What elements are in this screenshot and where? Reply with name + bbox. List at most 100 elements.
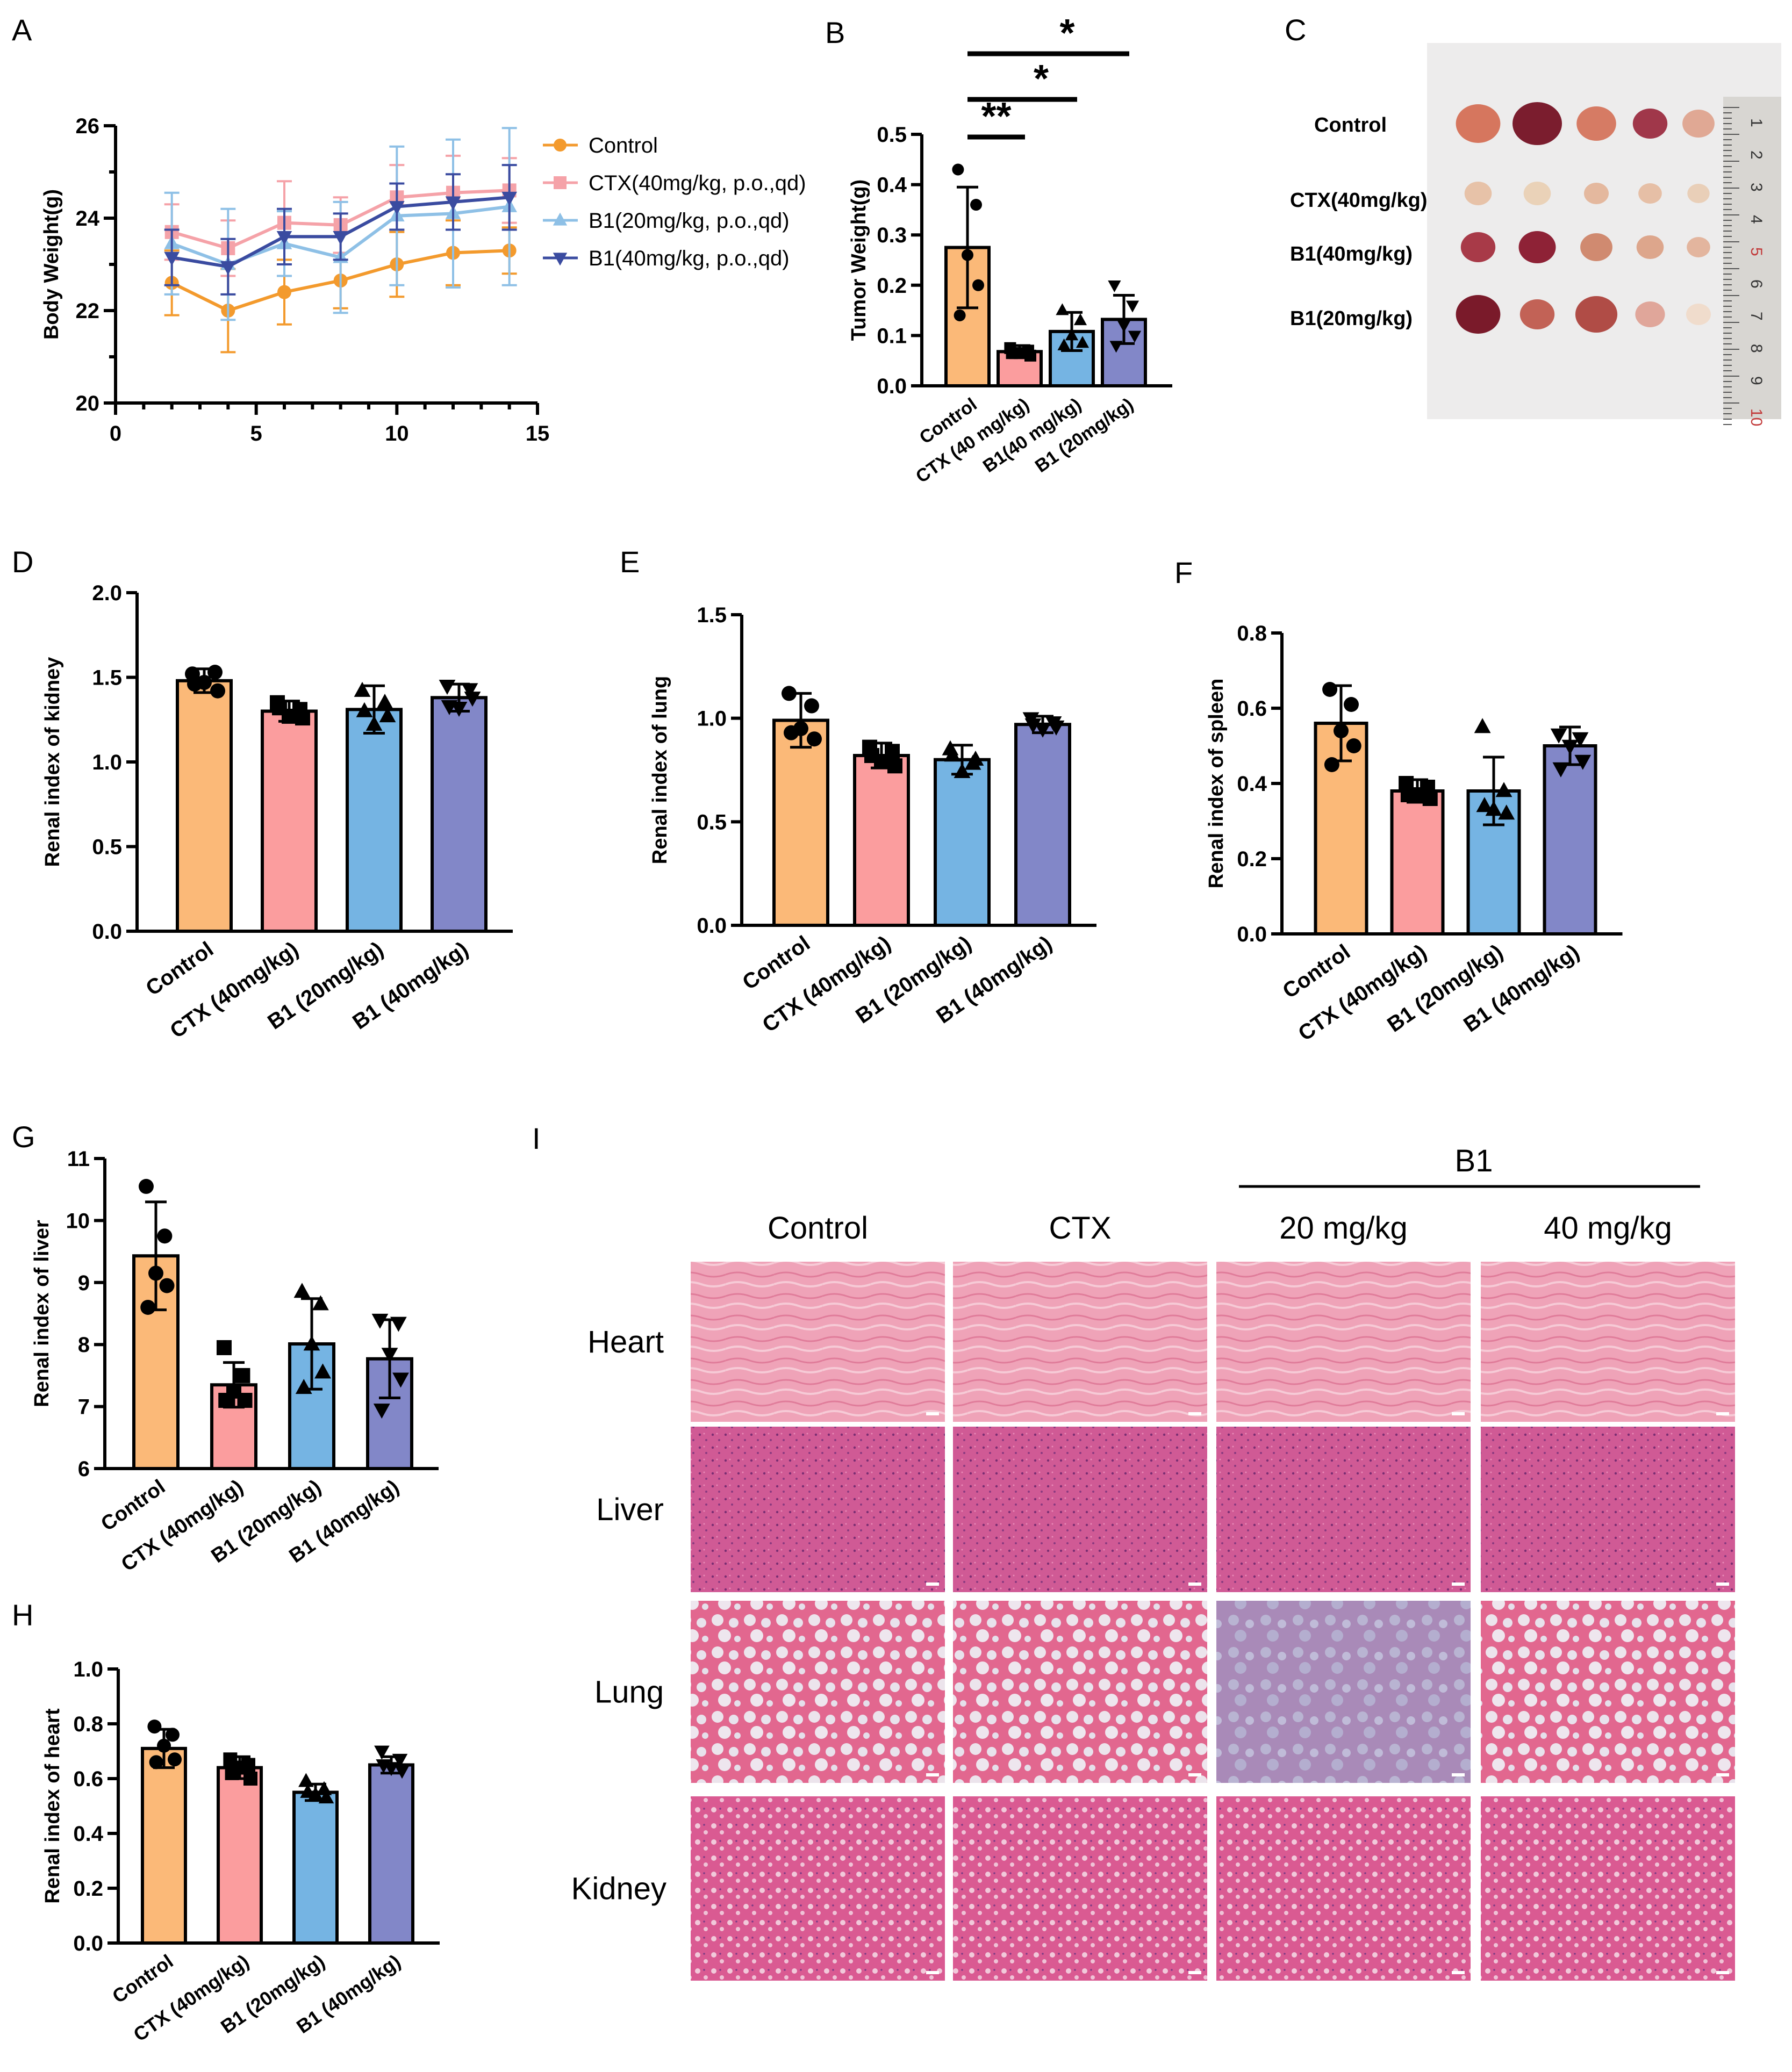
column-label: 40 mg/kg (1544, 1211, 1672, 1246)
legend-marker (553, 253, 568, 266)
tumor (1576, 106, 1616, 141)
data-point (376, 1759, 391, 1774)
data-point (1065, 328, 1079, 341)
panel-letter-a: A (12, 13, 32, 47)
histology-image (953, 1601, 1207, 1783)
column-label: CTX (1049, 1211, 1112, 1246)
chart-b: 0.0 0.1 0.2 0.3 0.4 0.5 Tumor Weight(g) Control… (848, 12, 1172, 487)
data-point (1572, 732, 1589, 747)
x-tick-label: 10 (385, 422, 409, 445)
bar (944, 246, 991, 387)
y-tick-label: 0.5 (697, 810, 727, 834)
y-axis-label: Tumor Weight(g) (848, 179, 870, 341)
data-point (243, 1772, 257, 1786)
histology-image (1216, 1427, 1471, 1592)
tumor (1519, 299, 1555, 329)
data-point (445, 196, 461, 211)
category-label: Control (141, 937, 218, 1001)
tumor (1518, 231, 1556, 263)
y-tick-label: 0.0 (877, 375, 907, 398)
data-point (225, 1766, 239, 1780)
data-point (1108, 280, 1121, 292)
data-point (1344, 697, 1359, 712)
y-axis-label: Renal index of liver (31, 1220, 53, 1407)
column-label: Control (768, 1211, 868, 1246)
data-point (972, 279, 984, 291)
y-tick-label: 10 (66, 1209, 90, 1233)
tumor (1638, 183, 1662, 204)
ruler-number: 2 (1747, 150, 1765, 160)
data-point (394, 1765, 410, 1779)
photo-row-label: B1(40mg/kg) (1290, 243, 1413, 265)
histology-image (1216, 1796, 1471, 1981)
scale-bar (926, 1773, 939, 1776)
data-point (962, 249, 973, 261)
data-point (1024, 718, 1042, 734)
category-label: Control (108, 1950, 177, 2008)
x-tick-label: 5 (250, 422, 262, 445)
data-point (376, 693, 393, 709)
y-tick-label: 1.0 (697, 707, 727, 731)
y-tick-label: 0.6 (73, 1767, 103, 1791)
data-point (450, 702, 468, 717)
scale-bar (926, 1582, 939, 1586)
tumor (1632, 109, 1668, 139)
y-tick-label: 0.6 (1237, 697, 1267, 721)
x-tick-label: 15 (526, 422, 550, 445)
scale-bar (1716, 1582, 1729, 1586)
category-label: CTX (40mg/kg) (1294, 940, 1431, 1046)
panel-letter-i: I (532, 1121, 541, 1155)
y-tick-label: 0.4 (73, 1822, 103, 1846)
y-tick-label: 24 (76, 207, 100, 231)
legend-label: Control (589, 134, 658, 157)
data-point (1334, 723, 1349, 738)
data-point (157, 1228, 173, 1244)
data-point (354, 681, 371, 697)
data-point (464, 692, 481, 707)
bar-group-0: Control (916, 163, 991, 448)
y-tick-label: 6 (78, 1457, 90, 1481)
data-point (166, 1728, 180, 1742)
tumor (1580, 233, 1612, 261)
data-point (887, 758, 902, 774)
bar (431, 696, 488, 933)
data-point (276, 231, 292, 245)
y-tick-label: 1.0 (92, 751, 122, 774)
data-point (1322, 682, 1338, 697)
x-tick-label: 0 (110, 422, 121, 445)
ruler-number: 7 (1747, 312, 1765, 321)
photo-row-label: B1(20mg/kg) (1290, 307, 1413, 330)
tumor (1456, 295, 1501, 334)
bar-group-0: Control (1278, 682, 1368, 1003)
data-point (210, 683, 225, 699)
data-point (954, 763, 971, 779)
data-point (295, 1379, 312, 1394)
histology-image (953, 1427, 1207, 1592)
data-point (1128, 330, 1142, 343)
y-tick-label: 0.5 (92, 836, 122, 859)
bar (772, 718, 829, 927)
histology-image (1481, 1601, 1735, 1783)
tumor (1584, 183, 1609, 204)
y-tick-label: 0.8 (73, 1713, 103, 1736)
histology-image (953, 1796, 1207, 1981)
chart-f: 0.0 0.2 0.4 0.6 0.8 Renal index of spleen Cont… (1205, 622, 1623, 1046)
ruler-number: 9 (1747, 376, 1765, 385)
data-point (1126, 300, 1139, 313)
data-point (318, 1789, 334, 1804)
y-axis-label: Renal index of kidney (41, 657, 64, 867)
y-tick-label: 9 (78, 1271, 90, 1295)
data-point (187, 677, 202, 692)
data-point (1324, 757, 1339, 772)
data-point (970, 199, 982, 211)
histology-image (1481, 1262, 1735, 1422)
y-axis-label: Renal index of heart (41, 1708, 64, 1904)
data-point (218, 1393, 234, 1408)
panel-letter-c: C (1285, 13, 1306, 47)
series-2: B1(20mg/kg, p.o.,qd) (164, 127, 790, 321)
scale-bar (1452, 1582, 1465, 1586)
y-tick-label: 1.5 (92, 666, 122, 690)
bar (1543, 744, 1597, 936)
tumor (1635, 301, 1665, 327)
